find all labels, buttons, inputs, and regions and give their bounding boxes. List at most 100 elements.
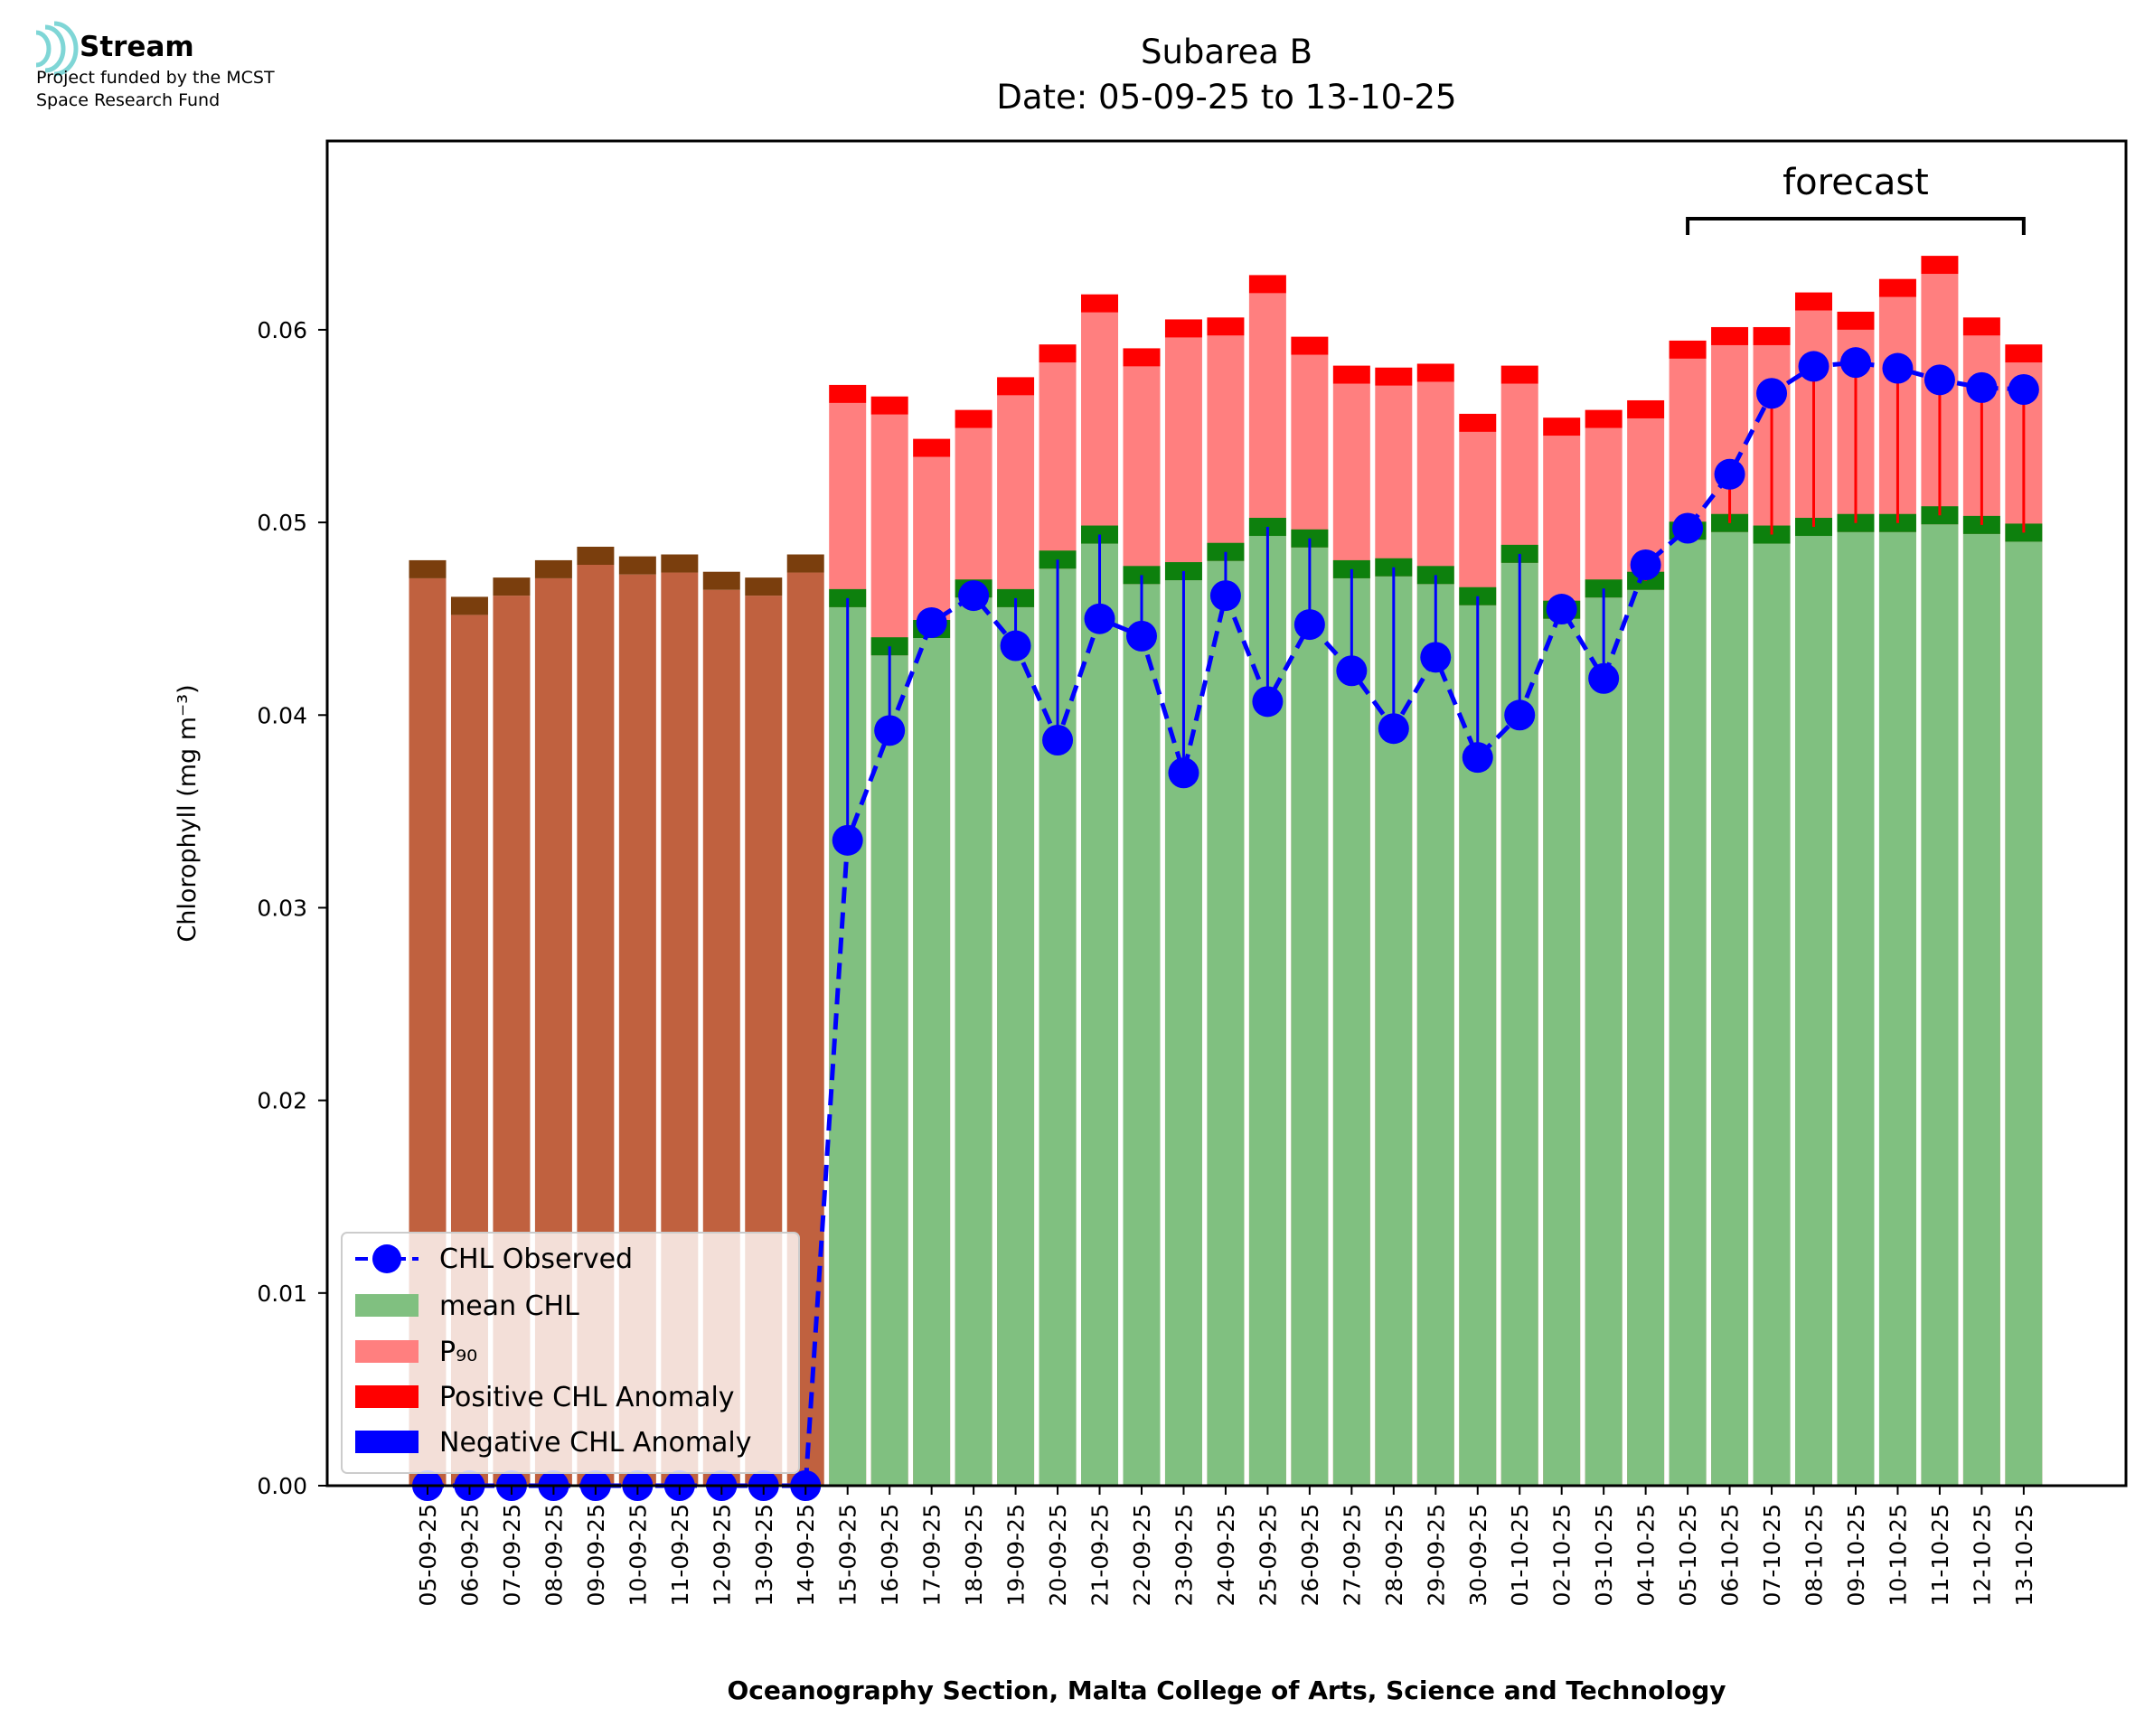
y-tick-label: 0.01 <box>257 1281 307 1307</box>
x-tick-label: 08-10-25 <box>1801 1504 1828 1606</box>
x-tick-label: 13-10-25 <box>2011 1504 2037 1606</box>
logo-name: Stream <box>80 31 194 63</box>
p90-bar-cap <box>1627 399 1665 418</box>
p90-bar-cap <box>1795 292 1833 311</box>
x-axis-label: Oceanography Section, Malta College of A… <box>727 1675 1726 1705</box>
mean-chl-bar <box>1878 531 1916 1486</box>
mean-chl-bar <box>2005 541 2043 1486</box>
mean-chl-bar <box>1081 543 1119 1486</box>
p90-bar-cap <box>1416 363 1454 382</box>
plot-frame <box>325 139 2128 1487</box>
observed-chl-point <box>1168 757 1199 789</box>
x-tick-label: 21-09-25 <box>1087 1504 1114 1606</box>
legend-positive-swatch <box>355 1385 419 1408</box>
x-tick-label: 30-09-25 <box>1465 1504 1491 1606</box>
x-tick-label: 09-10-25 <box>1843 1504 1869 1606</box>
x-tick-label: 06-09-25 <box>456 1504 483 1606</box>
observed-chl-point <box>1462 742 1493 774</box>
p90-bar-cap <box>1291 336 1329 355</box>
observed-chl-point <box>1293 609 1325 641</box>
x-tick-label: 16-09-25 <box>877 1504 903 1606</box>
legend-mean-label: mean CHL <box>439 1290 579 1322</box>
y-tick-label: 0.02 <box>257 1088 307 1114</box>
mean-chl-bar <box>870 655 908 1486</box>
logo-line-2: Space Research Fund <box>36 90 220 110</box>
mean-chl-bar <box>1291 547 1329 1486</box>
y-tick-label: 0.03 <box>257 895 307 921</box>
x-axis: 05-09-25 06-09-25 07-09-25 08-09-25 09-09-25… <box>415 1486 2037 1606</box>
climatology-bar-cap <box>577 546 615 565</box>
p90-bar-cap <box>870 396 908 415</box>
climatology-bar-cap <box>745 577 783 596</box>
stream-logo: Stream Project funded by the MCST Space … <box>35 21 275 110</box>
y-tick-label: 0.05 <box>257 510 307 536</box>
legend-item-observed: CHL Observed <box>355 1243 633 1275</box>
p90-bar-cap <box>1207 317 1245 336</box>
observed-chl-point <box>1042 724 1074 755</box>
observed-chl-point <box>1336 655 1368 687</box>
x-tick-label: 20-09-25 <box>1045 1504 1071 1606</box>
p90-bar-cap <box>1711 326 1749 345</box>
x-tick-label: 22-09-25 <box>1129 1504 1155 1606</box>
x-tick-label: 29-09-25 <box>1423 1504 1449 1606</box>
p90-bar-cap <box>1878 278 1916 297</box>
chart-title: Subarea B <box>1141 33 1312 71</box>
legend-negative-swatch <box>355 1431 419 1453</box>
climatology-bar-cap <box>702 571 740 590</box>
x-tick-label: 06-10-25 <box>1717 1504 1744 1606</box>
legend-item-negative-anomaly: Negative CHL Anomaly <box>355 1427 752 1459</box>
mean-chl-bar <box>1921 524 1959 1486</box>
p90-bar-cap <box>1123 348 1161 367</box>
p90-bar-cap <box>913 438 951 457</box>
climatology-bar-cap <box>786 554 824 573</box>
observed-chl-point <box>1000 630 1031 662</box>
x-tick-label: 15-09-25 <box>835 1504 861 1606</box>
p90-bar-cap <box>1837 311 1875 330</box>
mean-chl-bar <box>997 606 1035 1486</box>
observed-chl-point <box>1125 620 1157 652</box>
x-tick-label: 12-10-25 <box>1969 1504 1995 1606</box>
x-tick-label: 02-10-25 <box>1549 1504 1576 1606</box>
p90-bar-cap <box>1248 275 1286 294</box>
stream-waves-icon <box>35 21 79 77</box>
p90-bar-cap <box>1669 340 1707 359</box>
p90-bar-cap <box>1921 256 1959 275</box>
p90-bar-cap <box>1375 367 1413 386</box>
p90-bar-cap <box>1164 319 1202 338</box>
x-tick-label: 05-10-25 <box>1675 1504 1701 1606</box>
climatology-bar-cap <box>493 577 531 596</box>
observed-chl-point <box>1546 594 1577 625</box>
observed-chl-point <box>2008 374 2039 406</box>
observed-chl-point <box>1084 603 1115 634</box>
mean-chl-bar <box>1585 597 1623 1486</box>
mean-chl-bar <box>955 597 992 1486</box>
legend-observed-marker <box>372 1244 401 1273</box>
y-tick-label: 0.04 <box>257 702 307 728</box>
p90-bar-cap <box>955 409 992 428</box>
y-tick-label: 0.06 <box>257 317 307 343</box>
x-tick-label: 25-09-25 <box>1255 1504 1281 1606</box>
mean-chl-bar <box>1332 577 1370 1486</box>
forecast-bracket: forecast <box>1686 162 2026 235</box>
observed-chl-point <box>958 580 990 612</box>
legend-p90-label: P₉₀ <box>439 1337 477 1368</box>
mean-chl-bar <box>1795 536 1833 1487</box>
observed-chl-point <box>1924 364 1955 396</box>
p90-bar-cap <box>1962 317 2000 336</box>
p90-bar-cap <box>1543 418 1581 436</box>
legend: CHL Observed mean CHL P₉₀ Positive CHL A… <box>341 1232 800 1474</box>
x-tick-label: 10-09-25 <box>625 1504 651 1606</box>
p90-bar-cap <box>1500 365 1538 384</box>
legend-item-p90: P₉₀ <box>355 1337 477 1368</box>
legend-observed-label: CHL Observed <box>439 1243 633 1275</box>
observed-chl-point <box>1588 662 1620 694</box>
observed-chl-point <box>874 715 906 746</box>
forecast-label: forecast <box>1782 162 1929 203</box>
y-axis: 0.00 0.01 0.02 0.03 0.04 0.05 0.06 <box>257 317 327 1499</box>
p90-bar-cap <box>2005 344 2043 363</box>
p90-bar-cap <box>1459 413 1497 432</box>
x-tick-label: 14-09-25 <box>793 1504 819 1606</box>
x-tick-label: 09-09-25 <box>583 1504 609 1606</box>
observed-chl-point <box>1672 512 1704 544</box>
